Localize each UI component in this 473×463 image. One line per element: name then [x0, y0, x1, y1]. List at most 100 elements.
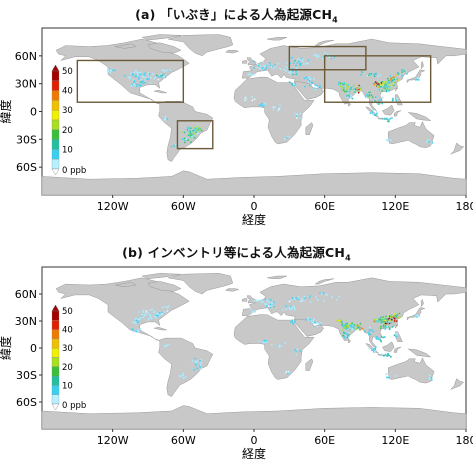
emission-pixel [391, 79, 394, 82]
emission-pixel [142, 80, 144, 83]
emission-pixel [395, 320, 398, 322]
emission-pixel [388, 354, 391, 357]
emission-pixel [144, 79, 147, 81]
landmass-ellesmere [141, 34, 182, 41]
emission-pixel [260, 102, 263, 105]
x-tick-label: 60E [314, 434, 335, 447]
emission-pixel [389, 316, 392, 318]
emission-pixel [295, 72, 298, 75]
emission-pixel [295, 66, 298, 69]
emission-pixel [316, 298, 319, 301]
emission-pixel [369, 91, 371, 94]
emission-pixel [372, 330, 375, 333]
emission-pixel [310, 319, 312, 322]
colorbar-unit-label: 0 ppb [62, 166, 86, 176]
emission-pixel [272, 305, 275, 308]
region-box [76, 59, 185, 103]
emission-pixel [391, 325, 394, 328]
emission-pixel [406, 72, 408, 75]
colorbar-segment [51, 385, 60, 395]
emission-pixel [416, 77, 419, 80]
emission-pixel [129, 75, 132, 78]
emission-pixel [388, 322, 391, 325]
emission-pixel [418, 315, 421, 318]
emission-pixel [358, 88, 360, 91]
emission-pixel [398, 79, 400, 81]
region-boxes [76, 45, 432, 150]
emission-pixel [164, 115, 167, 118]
landmass-taiwan [395, 325, 399, 329]
emission-pixel [296, 348, 298, 351]
emission-pixel [191, 360, 194, 363]
emission-pixel [345, 324, 348, 327]
emission-pixel [257, 299, 260, 302]
emission-pixel [369, 74, 371, 76]
emission-pixel [382, 325, 385, 328]
emission-pixel [293, 62, 295, 64]
emission-pixel [374, 320, 377, 323]
emission-pixel [143, 314, 146, 317]
emission-pixel [193, 136, 196, 139]
y-tick-label: 30N [15, 315, 37, 328]
colorbar: 50 40 30 20 10 0 ppb [51, 64, 86, 176]
emission-pixel [249, 73, 251, 76]
emission-pixel [155, 74, 158, 77]
emission-pixel [381, 90, 384, 92]
emission-pixel [392, 76, 394, 79]
emission-pixel [269, 305, 272, 308]
emission-pixel [135, 70, 137, 72]
emission-pixel [368, 326, 371, 329]
emission-pixel [112, 69, 114, 72]
emission-pixel [392, 314, 395, 317]
emission-pixel [365, 93, 368, 96]
emission-pixel [192, 129, 195, 132]
emission-pixel [258, 67, 261, 70]
emission-pixel [133, 71, 135, 74]
emission-pixel [385, 373, 388, 376]
emission-pixel [162, 73, 165, 75]
emission-pixel [262, 61, 264, 64]
emission-pixel [258, 340, 261, 343]
emission-pixel [337, 83, 340, 86]
emission-pixel [376, 320, 379, 323]
emission-pixel [385, 90, 388, 93]
emission-pixel [385, 318, 387, 320]
emission-pixel [261, 104, 264, 107]
emission-pixel [166, 309, 169, 312]
emission-pixel [387, 315, 389, 318]
emission-pixel [113, 69, 116, 71]
emission-pixel [142, 316, 145, 319]
emission-pixel [135, 85, 138, 88]
emission-pixel [395, 99, 398, 102]
emission-pixel [371, 349, 373, 352]
emission-pixel [296, 58, 299, 61]
emission-pixel [387, 139, 389, 142]
emission-pixel [190, 127, 192, 130]
emission-pixel [385, 83, 387, 86]
emission-pixel [393, 334, 396, 337]
emission-pixel [132, 83, 135, 86]
colorbar-segment [51, 110, 60, 121]
emission-pixel [197, 129, 200, 131]
emission-pixel [179, 374, 181, 377]
emission-pixel [375, 72, 377, 75]
emission-pixel [346, 322, 348, 325]
emission-pixel [316, 321, 318, 324]
landmass-new-guinea [407, 348, 432, 358]
emission-pixel [312, 77, 315, 80]
emission-pixel [188, 127, 191, 130]
x-tick-label: 120W [97, 434, 129, 447]
emission-pixel [389, 78, 392, 81]
emission-pixel [168, 343, 170, 346]
emission-pixel [133, 330, 135, 333]
emission-pixel [159, 314, 161, 317]
emission-pixel [252, 309, 255, 312]
emission-pixel [244, 99, 246, 102]
emission-pixel [264, 68, 267, 71]
emission-pixel [396, 72, 399, 74]
emission-pixel [136, 83, 139, 86]
emission-pixel [195, 129, 198, 132]
emission-pixel [290, 299, 293, 302]
emission-pixel [140, 78, 143, 81]
emission-pixel [384, 327, 387, 330]
